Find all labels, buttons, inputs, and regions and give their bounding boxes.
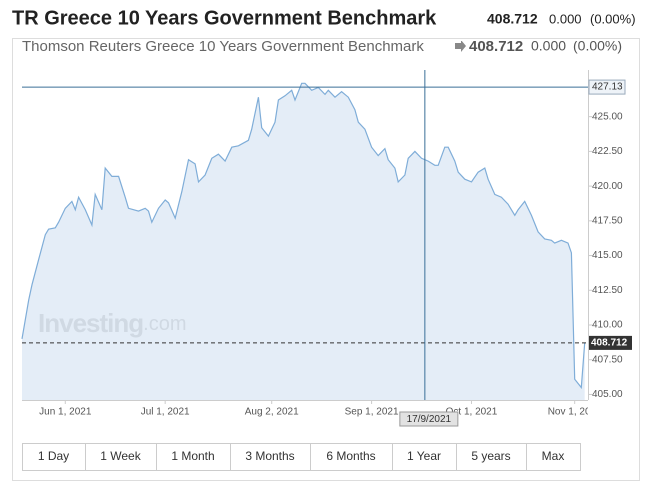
range-button[interactable] [456,443,527,471]
last-label-box [589,335,632,350]
range-button[interactable] [156,443,231,471]
range-button[interactable] [392,443,457,471]
title: TR Greece 10 Years Government Benchmark [12,7,437,29]
change: 0.000 [549,11,582,26]
x-tick-label: Nov 1, 2021 [548,407,602,418]
subtitle: Thomson Reuters Greece 10 Years Governme… [22,38,424,55]
y-tick-label: 417.50 [592,215,623,226]
change-pct: (0.00%) [590,11,636,26]
x-ticks: Jun 1, 2021 Jul 1, 2021 Aug 2, 2021 Sep 1, … [39,400,602,418]
x-tick-label: Aug 2, 2021 [245,407,299,418]
subtitle-change: 0.000 [531,38,566,54]
range-button-label[interactable]: 6 Months [326,449,375,463]
y-tick-label: 410.00 [592,320,623,331]
range-button[interactable] [310,443,393,471]
area [22,83,585,401]
range-button-label[interactable]: 1 Week [100,449,141,463]
crosshair-x-label: 17/9/2021 [407,414,452,425]
y-tick-label: 422.50 [592,146,623,157]
range-button[interactable] [22,443,86,471]
subtitle-row: Thomson Reuters Greece 10 Years Governme… [22,38,622,55]
y-tick-label: 407.50 [592,354,623,365]
subtitle-change-pct: (0.00%) [573,38,622,54]
x-tick-label: Jun 1, 2021 [39,407,92,418]
y-tick-label: 415.00 [592,250,623,261]
range-button[interactable] [526,443,581,471]
y-tick-label: 425.00 [592,111,623,122]
range-button-label[interactable]: 1 Day [38,449,69,463]
range-button-label[interactable]: Max [542,449,565,463]
range-button-label[interactable]: 3 Months [245,449,294,463]
crosshair-y-box [588,79,626,95]
range-button[interactable] [230,443,311,471]
line [21,82,586,390]
arrow-icon [455,41,466,52]
range-button-label[interactable]: 5 years [471,449,510,463]
price: 408.712 [487,11,538,27]
y-tick-label: 420.00 [592,181,623,192]
range-button-label[interactable]: 1 Year [407,449,441,463]
x-tick-label: Sep 1, 2021 [345,407,399,418]
range-button-label[interactable]: 1 Month [171,449,214,463]
x-tick-label: Jul 1, 2021 [141,407,190,418]
last-label: 408.712 [591,338,628,349]
crosshair-x-box [399,411,459,427]
range-button[interactable] [85,443,157,471]
y-tick-label: 405.00 [592,389,623,400]
x-tick-label: Oct 1, 2021 [446,407,498,418]
subtitle-price: 408.712 [469,38,523,55]
y-tick-label: 412.50 [592,285,623,296]
crosshair-y-label: 427.13 [592,82,623,93]
